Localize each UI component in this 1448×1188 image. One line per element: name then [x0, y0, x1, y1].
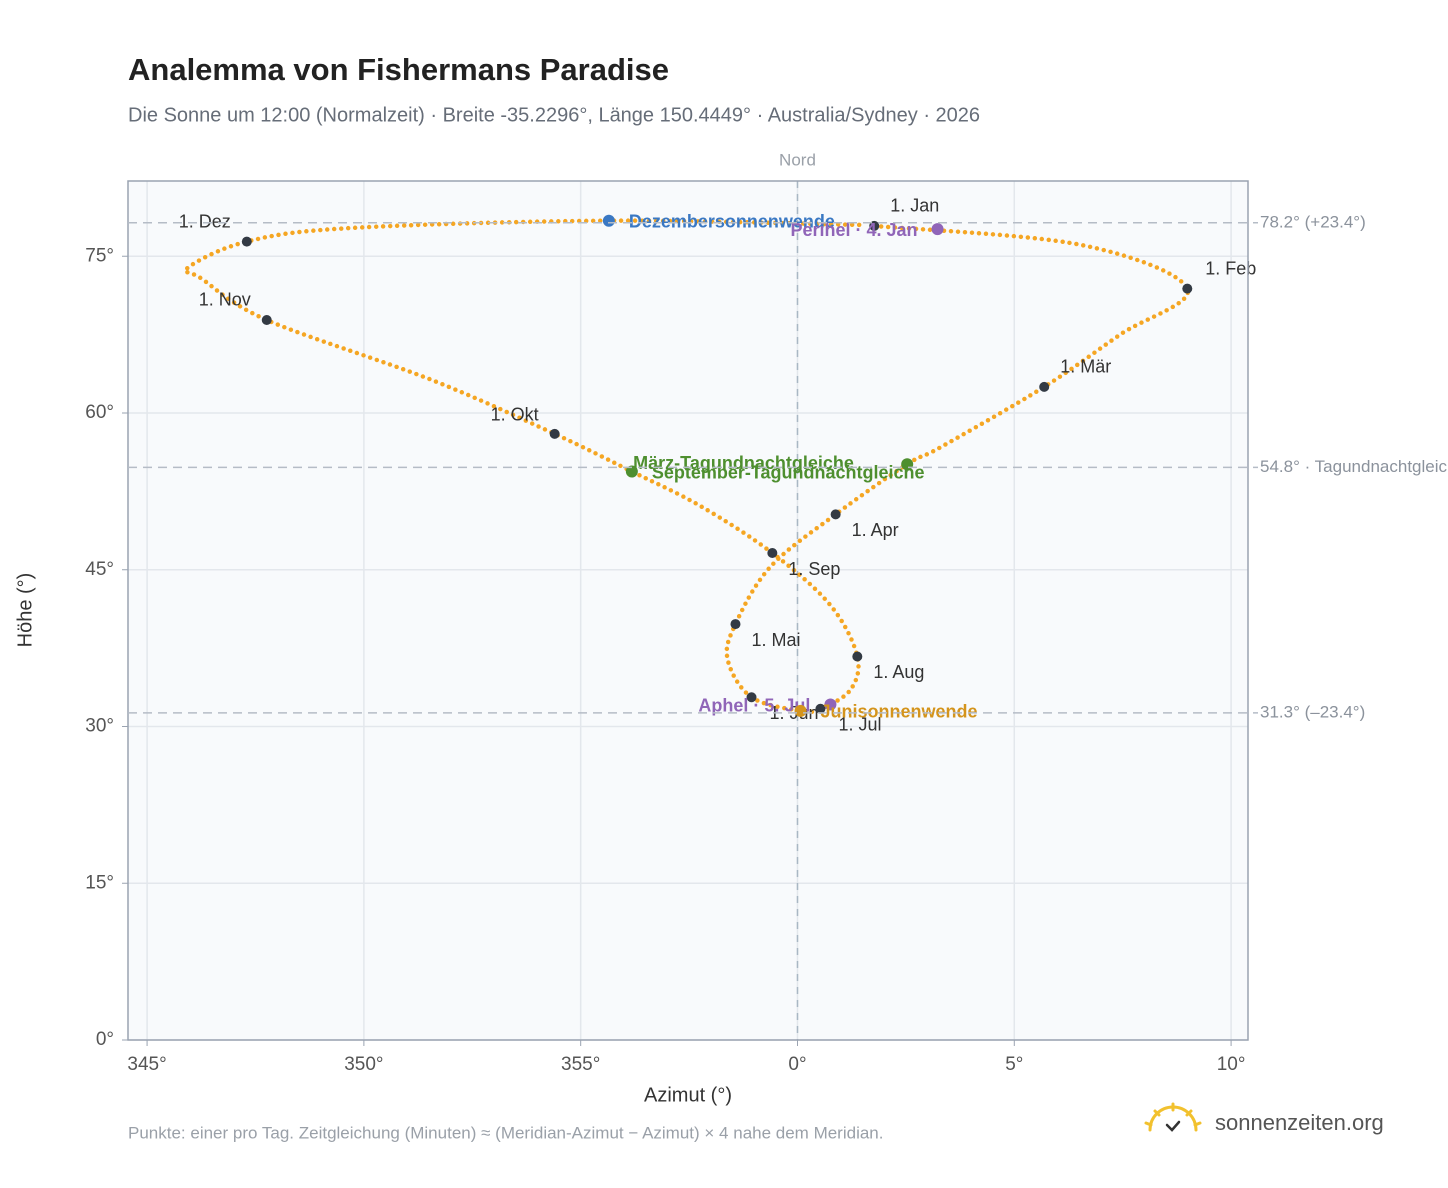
footnote: Punkte: einer pro Tag. Zeitgleichung (Mi…	[128, 1123, 884, 1142]
x-tick-label: 345°	[127, 1054, 166, 1075]
month-marker	[767, 548, 778, 559]
month-marker	[815, 703, 826, 714]
month-marker	[830, 509, 841, 520]
month-marker	[1039, 381, 1050, 392]
x-axis-label: Azimut (°)	[644, 1084, 732, 1106]
y-tick-label: 45°	[85, 559, 114, 580]
y-tick-label: 15°	[85, 872, 114, 893]
month-label: 1. Jul	[838, 714, 881, 734]
brand-logo	[1144, 1102, 1202, 1132]
month-label: 1. Feb	[1205, 258, 1256, 278]
chart-subtitle: Die Sonne um 12:00 (Normalzeit) · Breite…	[128, 104, 980, 126]
chart-title: Analemma von Fishermans Paradise	[128, 52, 669, 87]
month-marker	[730, 619, 741, 630]
x-tick-label: 350°	[344, 1054, 383, 1075]
event-marker	[931, 223, 944, 236]
month-label: 1. Mai	[751, 630, 800, 650]
y-tick-label: 30°	[85, 716, 114, 737]
month-label: 1. Sep	[788, 559, 840, 579]
event-marker	[824, 698, 837, 711]
month-marker	[261, 314, 272, 325]
event-marker	[602, 214, 615, 227]
month-label: 1. Jan	[890, 196, 939, 216]
plot-frame	[127, 180, 1249, 1041]
event-label: Junisonnenwende	[821, 702, 978, 722]
y-axis-label: Höhe (°)	[14, 573, 36, 648]
y-tick-label: 75°	[85, 245, 114, 266]
meridian-label: Nord	[779, 150, 816, 169]
brand: sonnenzeiten.org	[1215, 1110, 1384, 1135]
reference-label: 78.2° (+23.4°)	[1260, 212, 1366, 231]
y-tick-label: 0°	[96, 1029, 114, 1050]
month-marker	[549, 428, 560, 439]
month-label: 1. Dez	[179, 211, 231, 231]
month-marker	[746, 692, 757, 703]
x-tick-label: 0°	[788, 1054, 806, 1075]
event-marker	[794, 704, 807, 717]
month-label: 1. Nov	[199, 290, 251, 310]
x-tick-label: 5°	[1005, 1054, 1023, 1075]
x-tick-label: 10°	[1217, 1054, 1246, 1075]
month-marker	[1182, 283, 1193, 294]
x-tick-label: 355°	[561, 1054, 600, 1075]
month-label: 1. Apr	[852, 520, 899, 540]
event-label: Perihel · 4. Jan	[790, 220, 917, 240]
reference-label: 31.3° (–23.4°)	[1260, 702, 1365, 721]
month-marker	[241, 236, 252, 247]
event-label: Aphel · 5. Jul	[698, 695, 810, 715]
reference-label: 54.8° · Tagundnachtgleiche	[1260, 457, 1448, 476]
month-label: 1. Okt	[491, 405, 539, 425]
month-label: 1. Mär	[1060, 357, 1111, 377]
event-label: September-Tagundnachtgleiche	[652, 462, 925, 482]
event-label: Dezembersonnenwende	[629, 211, 835, 231]
plot-area	[128, 181, 1248, 1040]
analemma-curve	[182, 218, 1190, 715]
event-marker	[625, 465, 638, 478]
y-tick-label: 60°	[85, 402, 114, 423]
month-marker	[852, 651, 863, 662]
month-label: 1. Aug	[873, 662, 924, 682]
